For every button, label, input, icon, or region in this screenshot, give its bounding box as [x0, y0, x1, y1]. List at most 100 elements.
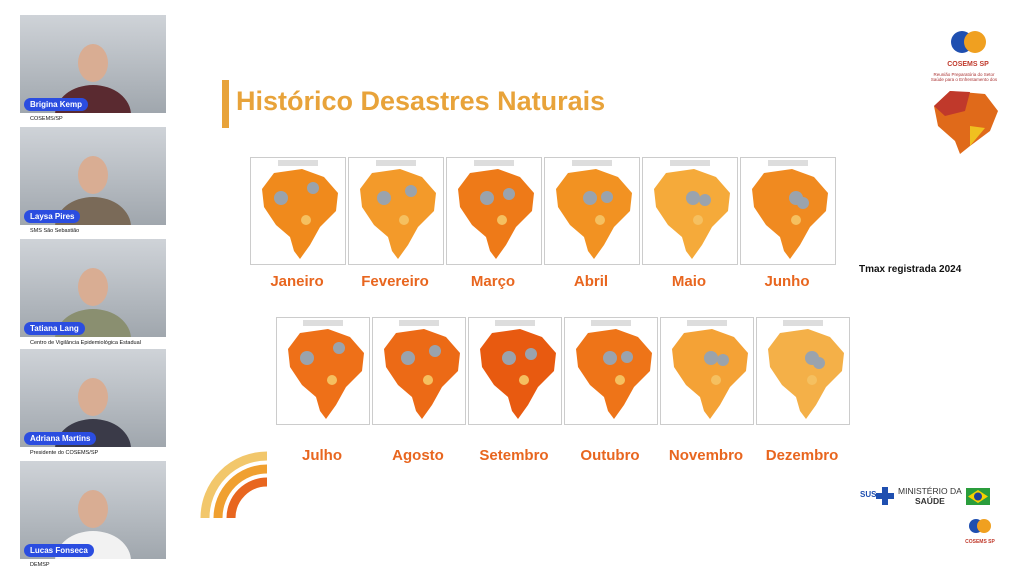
participant-tile: Tatiana Lang Centro de Vigilância Epidemi…	[20, 239, 166, 349]
map-patch	[401, 351, 415, 365]
temperature-map	[468, 317, 562, 425]
map-patch	[525, 348, 537, 360]
map-patch	[615, 375, 625, 385]
map-patch	[813, 357, 825, 369]
month-label: Junho	[764, 273, 810, 290]
map-patch	[603, 351, 617, 365]
month-label: Setembro	[479, 447, 549, 464]
map-patch	[300, 351, 314, 365]
map-header	[687, 320, 727, 326]
map-patch	[699, 194, 711, 206]
map-header	[278, 160, 318, 166]
temperature-map	[544, 157, 640, 265]
participant-tile: Adriana Martins Presidente do COSEMS/SP	[20, 349, 166, 459]
brazil-shape	[360, 169, 436, 259]
brazil-shape	[458, 169, 534, 259]
ministry-logo: MINISTÉRIO DA SAÚDE	[898, 486, 962, 506]
brazil-shape	[672, 329, 748, 419]
map-patch	[595, 215, 605, 225]
map-patch	[333, 342, 345, 354]
person-head	[78, 268, 108, 306]
brazil-shape	[288, 329, 364, 419]
participant-tile: Laysa Pires SMS São Sebastião	[20, 127, 166, 237]
map-patch	[423, 375, 433, 385]
month-label: Maio	[671, 273, 707, 290]
map-patch	[711, 375, 721, 385]
sus-logo: SUS	[860, 490, 877, 499]
map-header	[399, 320, 439, 326]
decor-arcs	[200, 451, 268, 519]
logo-icon	[969, 519, 991, 533]
brazil-shape	[384, 329, 460, 419]
brazil-shape	[768, 329, 844, 419]
ministry-line: MINISTÉRIO DA	[898, 486, 962, 496]
temperature-map	[446, 157, 542, 265]
participant-role: SMS São Sebastião	[20, 225, 166, 237]
map-patch	[797, 197, 809, 209]
person-head	[78, 156, 108, 194]
map-patch	[274, 191, 288, 205]
map-patch	[399, 215, 409, 225]
map-patch	[377, 191, 391, 205]
temperature-map	[348, 157, 444, 265]
map-patch	[429, 345, 441, 357]
month-label: Abril	[573, 273, 609, 290]
temperature-map	[276, 317, 370, 425]
participant-tile: Lucas Fonseca DEMSP	[20, 461, 166, 571]
participant-name: Tatiana Lang	[24, 322, 85, 335]
map-header	[376, 160, 416, 166]
brazil-shape	[576, 329, 652, 419]
month-label: Dezembro	[765, 447, 839, 464]
map-header	[474, 160, 514, 166]
map-patch	[502, 351, 516, 365]
month-label: Março	[470, 273, 516, 290]
cosems-logo: COSEMS SP	[938, 28, 998, 68]
map-patch	[717, 354, 729, 366]
participant-name: Lucas Fonseca	[24, 544, 94, 557]
ministry-line: SAÚDE	[915, 496, 945, 506]
map-header	[783, 320, 823, 326]
temperature-map	[660, 317, 754, 425]
temperature-map	[564, 317, 658, 425]
slide-title: Histórico Desastres Naturais	[236, 86, 606, 116]
month-label: Janeiro	[270, 273, 324, 290]
temperature-map	[372, 317, 466, 425]
temperature-map	[740, 157, 836, 265]
brazil-shape	[752, 169, 828, 259]
map-patch	[693, 215, 703, 225]
temperature-map	[756, 317, 850, 425]
temperature-map	[642, 157, 738, 265]
logo-icon	[951, 31, 986, 53]
map-patch	[583, 191, 597, 205]
person-head	[78, 490, 108, 528]
cosems-small: COSEMS SP	[960, 518, 1000, 545]
title-bar	[222, 80, 229, 128]
brazil-shape	[262, 169, 338, 259]
participant-name: Adriana Martins	[24, 432, 97, 445]
map-patch	[601, 191, 613, 203]
map-header	[495, 320, 535, 326]
map-patch	[503, 188, 515, 200]
participant-name: Brigina Kemp	[24, 98, 89, 111]
person-head	[78, 44, 108, 82]
map-patch	[307, 182, 319, 194]
month-label: Novembro	[668, 447, 744, 464]
brazil-shape	[480, 329, 556, 419]
map-patch	[301, 215, 311, 225]
sus-cross	[876, 487, 894, 505]
participant-role: Centro de Vigilância Epidemiológica Esta…	[20, 337, 166, 349]
map-patch	[327, 375, 337, 385]
flag	[966, 488, 990, 505]
logo-text: COSEMS SP	[947, 61, 989, 68]
participant-tile: Brigina Kemp COSEMS/SP	[20, 15, 166, 125]
brazil-shape	[654, 169, 730, 259]
map-header	[303, 320, 343, 326]
side-caption: Reunião Preparatória do Setor Saúde para…	[930, 72, 998, 82]
map-header	[670, 160, 710, 166]
participant-role: COSEMS/SP	[20, 113, 166, 125]
side-map	[934, 91, 998, 154]
month-label: Outubro	[580, 447, 640, 464]
temperature-map	[250, 157, 346, 265]
participant-role: Presidente do COSEMS/SP	[20, 447, 166, 459]
